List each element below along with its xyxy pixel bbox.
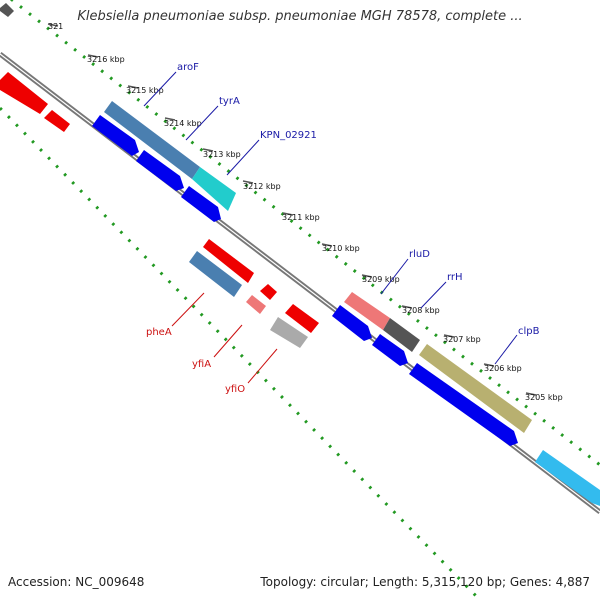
tick-label: 3215 kbp [126, 86, 164, 95]
gene-block [409, 363, 518, 446]
accession-text: Accession: NC_009648 [8, 575, 145, 589]
gene-block [285, 304, 319, 333]
map-title: Klebsiella pneumoniae subsp. pneumoniae … [77, 9, 523, 24]
tick-label: 3210 kbp [322, 244, 360, 253]
inner-dotted-line [0, 106, 482, 600]
gene-label-yfio: yfiO [225, 384, 245, 395]
gene-block [419, 344, 532, 433]
gene-block [104, 101, 200, 179]
gene-label-clpb: clpB [518, 326, 540, 337]
genome-info-text: Topology: circular; Length: 5,315,120 bp… [260, 575, 590, 589]
tick-label: 3206 kbp [484, 364, 522, 373]
tick-label: 3205 kbp [525, 393, 563, 402]
gene-label-yfia: yfiA [192, 359, 211, 370]
tick-labels: 321 3216 kbp 3215 kbp 3214 kbp 3213 kbp … [48, 22, 563, 402]
gene-block [535, 450, 600, 506]
gene-labels: aroF tyrA KPN_02921 rluD rrH clpB pheA y… [146, 62, 540, 395]
label-connectors [143, 71, 518, 384]
gene-block [192, 167, 236, 211]
tick-label: 3213 kbp [203, 150, 241, 159]
gene-label-tyra: tyrA [219, 96, 240, 107]
gene-block [92, 115, 139, 156]
tick-marks [47, 23, 537, 396]
gene-block [372, 334, 408, 366]
gene-block [270, 317, 308, 348]
gene-label-arof: aroF [177, 62, 199, 73]
gene-label-rrh: rrH [447, 272, 463, 283]
gene-block [332, 305, 372, 341]
gene-block [136, 150, 184, 191]
gene-block [44, 110, 70, 132]
gene-block [0, 3, 14, 17]
tick-label: 3216 kbp [87, 55, 125, 64]
gene-block [383, 318, 420, 352]
gene-block [260, 284, 277, 300]
tick-label: 3208 kbp [402, 306, 440, 315]
tick-label: 3211 kbp [282, 213, 320, 222]
gene-block [344, 292, 390, 330]
gene-label-rlud: rluD [409, 249, 430, 260]
features [0, 3, 600, 506]
tick-label: 3209 kbp [362, 275, 400, 284]
gene-block [181, 186, 221, 222]
outer-dotted-line [9, 0, 600, 467]
tick-label: 3214 kbp [164, 119, 202, 128]
tick-label: 3207 kbp [443, 335, 481, 344]
gene-label-phea: pheA [146, 327, 172, 338]
gene-block [246, 295, 266, 314]
tick-label: 321 [48, 22, 63, 31]
gene-block [189, 251, 242, 297]
gene-block [203, 239, 254, 283]
gene-label-kpn02921: KPN_02921 [260, 130, 317, 141]
tick-label: 3212 kbp [243, 182, 281, 191]
gene-block [0, 72, 48, 114]
